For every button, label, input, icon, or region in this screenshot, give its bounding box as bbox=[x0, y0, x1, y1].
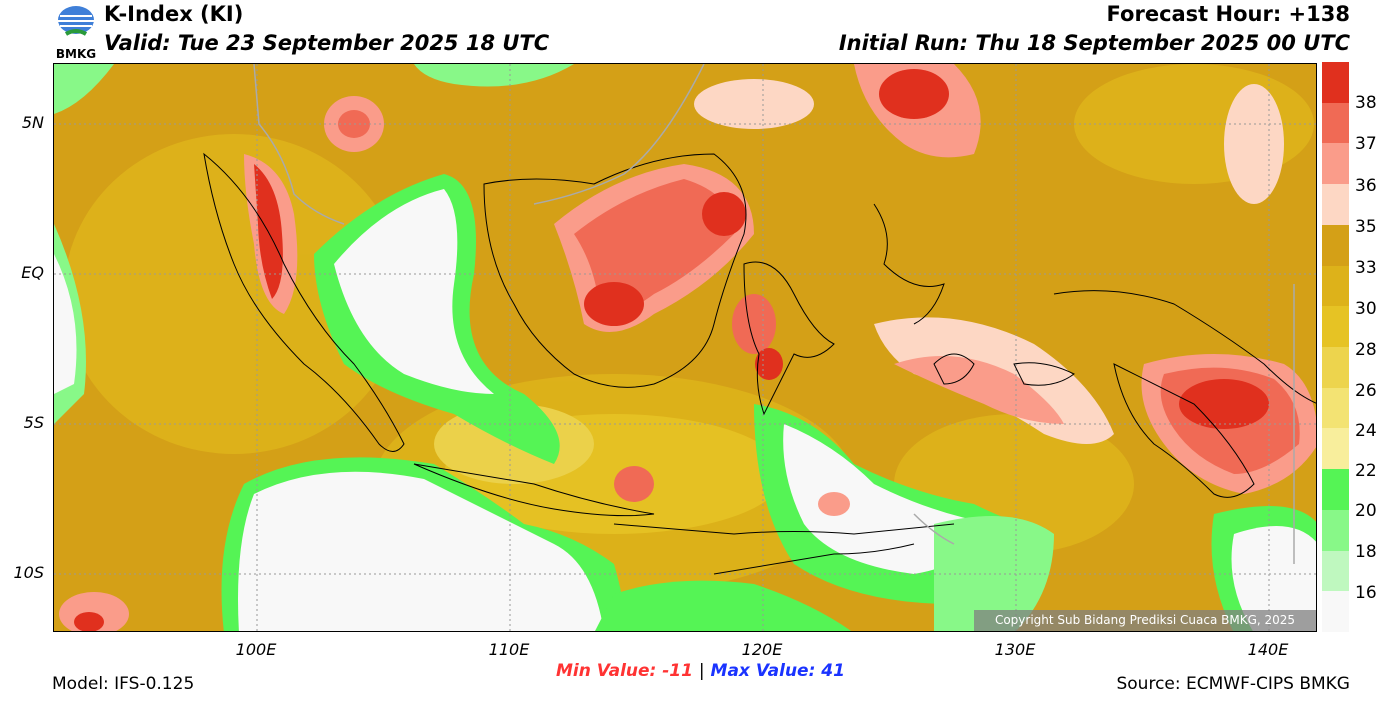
colorbar-label-22: 22 bbox=[1355, 461, 1377, 481]
bmkg-logo: BMKG bbox=[52, 2, 100, 61]
colorbar-label-28: 28 bbox=[1355, 340, 1377, 360]
colorbar-segment bbox=[1322, 143, 1349, 185]
forecast-hour: Forecast Hour: +138 bbox=[1106, 2, 1350, 26]
lon-label-130e: 130E bbox=[994, 640, 1036, 659]
colorbar-segment bbox=[1322, 428, 1349, 470]
boundaries bbox=[253, 64, 1295, 564]
lon-label-140e: 140E bbox=[1247, 640, 1289, 659]
colorbar-label-38: 38 bbox=[1355, 93, 1377, 113]
minmax-separator: | bbox=[698, 661, 705, 681]
logo-text: BMKG bbox=[56, 47, 96, 60]
lon-label-100e: 100E bbox=[235, 640, 277, 659]
colorbar-segment bbox=[1322, 265, 1349, 307]
colorbar-segment bbox=[1322, 347, 1349, 389]
lat-label-5n: 5N bbox=[21, 113, 44, 132]
colorbar-label-37: 37 bbox=[1355, 134, 1377, 154]
colorbar-segment bbox=[1322, 509, 1349, 552]
colorbar-label-35: 35 bbox=[1355, 217, 1377, 237]
colorbar-segment bbox=[1322, 224, 1349, 267]
min-value: Min Value: -11 bbox=[556, 661, 693, 681]
colorbar bbox=[1322, 62, 1349, 633]
colorbar-label-20: 20 bbox=[1355, 501, 1377, 521]
max-value: Max Value: 41 bbox=[710, 661, 845, 681]
source-label: Source: ECMWF-CIPS BMKG bbox=[1116, 674, 1350, 694]
chart-title: K-Index (KI) bbox=[104, 2, 244, 26]
k-index-map bbox=[53, 63, 1317, 632]
colorbar-segment bbox=[1322, 306, 1349, 348]
colorbar-label-16: 16 bbox=[1355, 583, 1377, 603]
lat-label-5s: 5S bbox=[23, 413, 44, 432]
colorbar-segment bbox=[1322, 591, 1349, 633]
graticule bbox=[54, 64, 1316, 631]
colorbar-label-18: 18 bbox=[1355, 542, 1377, 562]
coastlines bbox=[203, 152, 1316, 575]
colorbar-segment bbox=[1322, 469, 1349, 511]
lon-label-110e: 110E bbox=[488, 640, 530, 659]
copyright-notice: Copyright Sub Bidang Prediksi Cuaca BMKG… bbox=[974, 610, 1316, 631]
low-index-areas bbox=[54, 64, 1316, 631]
colorbar-segment bbox=[1322, 184, 1349, 226]
colorbar-segment bbox=[1322, 387, 1349, 429]
colorbar-label-30: 30 bbox=[1355, 299, 1377, 319]
colorbar-label-26: 26 bbox=[1355, 381, 1377, 401]
colorbar-label-24: 24 bbox=[1355, 421, 1377, 441]
model-label: Model: IFS-0.125 bbox=[52, 674, 195, 694]
colorbar-segment bbox=[1322, 550, 1349, 592]
colorbar-label-33: 33 bbox=[1355, 258, 1377, 278]
map-svg bbox=[54, 64, 1316, 631]
lat-label-eq: EQ bbox=[21, 263, 44, 282]
colorbar-label-36: 36 bbox=[1355, 176, 1377, 196]
colorbar-segment bbox=[1322, 62, 1349, 104]
lon-label-120e: 120E bbox=[741, 640, 783, 659]
initial-run: Initial Run: Thu 18 September 2025 00 UT… bbox=[838, 31, 1350, 55]
valid-time: Valid: Tue 23 September 2025 18 UTC bbox=[104, 31, 550, 55]
lat-label-10s: 10S bbox=[13, 563, 44, 582]
colorbar-segment bbox=[1322, 102, 1349, 144]
min-max-values: Min Value: -11 | Max Value: 41 bbox=[556, 661, 845, 681]
